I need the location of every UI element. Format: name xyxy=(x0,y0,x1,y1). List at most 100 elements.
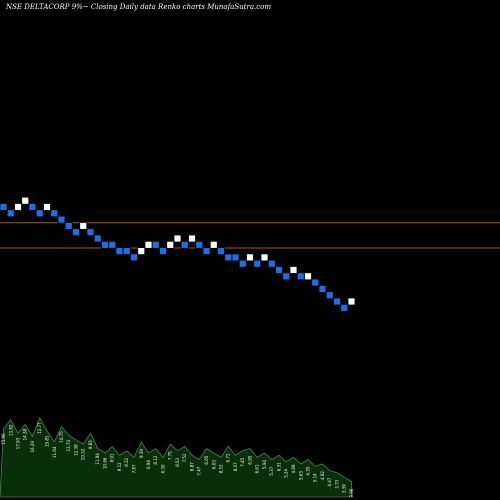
volume-label: 9.12 xyxy=(117,462,122,471)
volume-label: 6.30 xyxy=(161,464,166,473)
renko-brick-up xyxy=(14,203,22,211)
volume-label: 5.63 xyxy=(298,471,303,480)
volume-label: 4.47 xyxy=(327,477,332,486)
volume-label: 3.96 xyxy=(349,488,354,497)
renko-brick-down xyxy=(130,253,138,262)
volume-label: 5.94 xyxy=(262,460,267,469)
renko-brick-up xyxy=(173,234,182,243)
renko-brick-down xyxy=(115,247,124,256)
volume-label: 13.73 xyxy=(66,439,71,451)
volume-label: 6.87 xyxy=(190,462,195,471)
volume-label: 5.14 xyxy=(313,473,318,482)
renko-brick-up xyxy=(260,253,269,262)
chart-title: NSE DELTACORP 9%~ Closing Daily data Ren… xyxy=(6,3,271,11)
renko-brick-down xyxy=(57,215,66,224)
renko-brick-down xyxy=(340,303,349,312)
volume-label: 4.35 xyxy=(306,466,311,475)
volume-label: 7.75 xyxy=(168,451,173,460)
renko-brick-down xyxy=(159,247,167,256)
renko-brick-down xyxy=(6,209,15,218)
volume-label: 6.95 xyxy=(248,455,253,464)
renko-brick-up xyxy=(144,240,153,249)
volume-label: 7.52 xyxy=(182,453,187,462)
renko-brick-down xyxy=(35,209,44,218)
volume-label: 10.75 xyxy=(59,431,64,443)
renko-brick-down xyxy=(101,240,109,249)
volume-label: 6.03 xyxy=(211,460,216,469)
renko-brick-up xyxy=(246,253,254,262)
volume-label: 14.38 xyxy=(23,428,28,440)
renko-brick-down xyxy=(311,278,320,287)
volume-layer xyxy=(0,416,352,498)
renko-brick-down xyxy=(253,259,262,268)
volume-label: 6.72 xyxy=(226,453,231,462)
renko-brick-down xyxy=(217,247,225,256)
renko-brick-down xyxy=(93,234,102,243)
renko-brick-down xyxy=(325,291,334,300)
renko-brick-down xyxy=(318,284,327,293)
renko-bricks xyxy=(0,196,356,312)
renko-brick-down xyxy=(282,272,291,281)
volume-label: 8.12 xyxy=(153,455,158,464)
renko-brick-up xyxy=(43,203,51,211)
volume-label: 4.92 xyxy=(320,471,325,480)
volume-label: 6.65 xyxy=(204,455,209,464)
renko-brick-down xyxy=(180,240,189,249)
renko-brick-down xyxy=(275,266,283,274)
renko-brick-down xyxy=(202,247,211,256)
volume-label: 10.32 xyxy=(81,448,86,460)
volume-label: 11.64 xyxy=(52,446,57,458)
renko-brick-up xyxy=(209,240,218,249)
volume-label: 11.94 xyxy=(95,453,100,465)
renko-brick-up xyxy=(137,247,146,256)
volume-label: 7.87 xyxy=(132,464,137,473)
volume-label: 7.45 xyxy=(240,457,245,466)
volume-label: 12.38 xyxy=(74,444,79,456)
volume-label: 8.07 xyxy=(233,462,238,471)
renko-brick-down xyxy=(50,209,59,218)
volume-label: 6.94 xyxy=(146,460,151,469)
volume-label: 6.31 xyxy=(277,462,282,471)
volume-label: 17.93 xyxy=(16,437,21,449)
renko-brick-down xyxy=(238,259,247,268)
volume-label: 8.53 xyxy=(175,457,180,466)
volume-label: 10.66 xyxy=(103,457,108,469)
volume-label: 15.81 xyxy=(45,435,50,447)
renko-brick-up xyxy=(79,221,88,230)
renko-brick-up xyxy=(304,272,312,281)
volume-label: 9.83 xyxy=(88,440,93,449)
volume-area xyxy=(0,416,352,498)
volume-label: 4.89 xyxy=(291,464,296,473)
renko-brick-down xyxy=(64,221,73,230)
renko-brick-up xyxy=(21,196,30,205)
volume-label: 8.33 xyxy=(219,464,224,473)
volume-label: 3.39 xyxy=(342,484,347,493)
renko-brick-up xyxy=(347,297,356,306)
volume-label: 9.39 xyxy=(139,449,144,458)
renko-brick-down xyxy=(122,247,131,256)
renko-brick-up xyxy=(166,240,175,249)
renko-brick-up xyxy=(188,234,196,243)
renko-brick-down xyxy=(108,240,117,249)
renko-brick-down xyxy=(0,203,8,211)
renko-brick-down xyxy=(72,228,80,237)
volume-label: 13.82 xyxy=(8,424,13,436)
volume-label: 8.32 xyxy=(124,457,129,466)
renko-brick-down xyxy=(231,253,240,262)
volume-label: 12.77 xyxy=(37,422,42,434)
volume-label: 8.91 xyxy=(110,453,115,462)
renko-brick-down xyxy=(296,272,305,281)
volume-label: 15.96 xyxy=(1,433,6,445)
volume-label: 7.47 xyxy=(197,466,202,475)
volume-label: 16.29 xyxy=(30,441,35,453)
renko-brick-down xyxy=(195,240,204,249)
volume-label: 6.61 xyxy=(255,464,260,473)
volume-label: 5.37 xyxy=(269,466,274,475)
renko-brick-down xyxy=(224,253,233,262)
renko-brick-down xyxy=(267,259,276,268)
renko-brick-up xyxy=(289,266,298,274)
renko-brick-down xyxy=(333,297,341,306)
